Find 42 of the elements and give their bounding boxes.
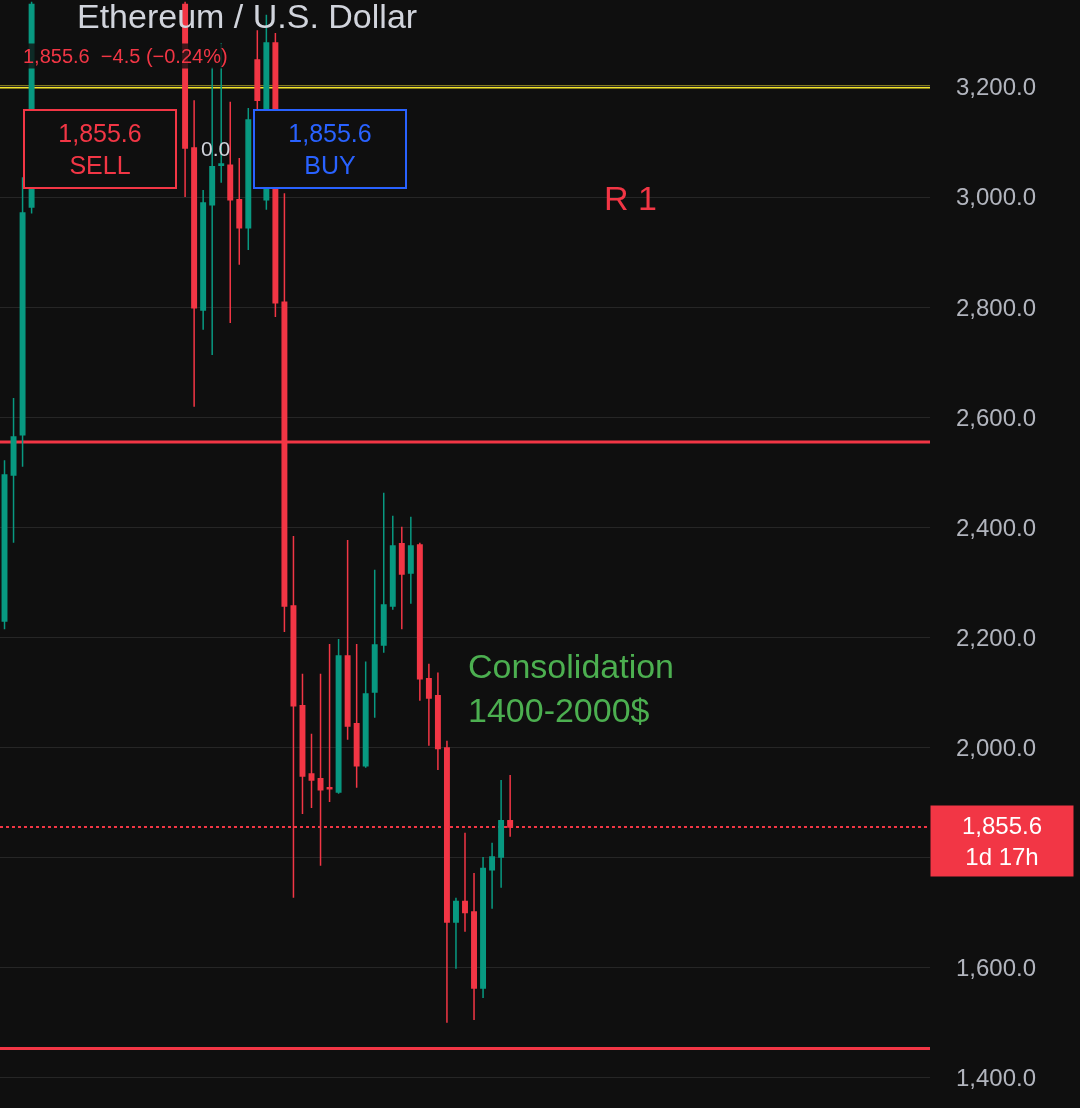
y-tick-label: 1,400.0 xyxy=(956,1064,1037,1092)
candlestick xyxy=(416,541,423,702)
y-tick-label: 3,000.0 xyxy=(956,183,1037,211)
candlestick xyxy=(10,397,17,544)
candlestick xyxy=(407,516,414,605)
candlestick xyxy=(425,663,432,747)
text: 1,855.6 −4.5 (−0.24%) xyxy=(23,45,228,67)
y-tick-label: 2,400.0 xyxy=(956,513,1037,541)
candlestick xyxy=(236,157,243,266)
y-tick-label: 3,200.0 xyxy=(956,73,1037,101)
ref-line-label: 1,855.6 1d 17h xyxy=(961,811,1043,871)
y-tick-label: 2,800.0 xyxy=(956,293,1037,321)
candlestick xyxy=(254,29,261,111)
candlestick xyxy=(200,189,207,331)
candlestick xyxy=(353,643,360,789)
candlestick xyxy=(191,99,198,408)
candlestick xyxy=(335,638,342,795)
candlestick xyxy=(434,671,441,771)
candlestick xyxy=(471,872,477,1021)
candlestick xyxy=(326,643,333,803)
candlestick xyxy=(344,539,351,741)
candlestick xyxy=(398,526,405,630)
y-tick-label: 2,200.0 xyxy=(956,623,1037,651)
annotation: 1,855.6 SELL xyxy=(58,118,142,180)
candlestick xyxy=(489,841,496,910)
candlestick xyxy=(380,491,387,654)
annotation: R 1 xyxy=(604,179,657,217)
candlestick xyxy=(462,832,468,933)
annotation: 1,855.6 BUY xyxy=(288,118,372,180)
y-tick-label: 2,600.0 xyxy=(956,403,1037,431)
y-tick-label: 1,600.0 xyxy=(956,954,1037,982)
candlestick xyxy=(19,176,26,468)
annotation: Consolidation 1400-2000$ xyxy=(468,647,675,730)
candlestick xyxy=(362,660,369,769)
y-tick-label: 2,000.0 xyxy=(956,733,1037,761)
candlestick xyxy=(371,568,378,719)
candlestick xyxy=(453,896,459,970)
candlestick xyxy=(245,107,252,251)
candlestick xyxy=(498,779,505,889)
candlestick xyxy=(308,732,315,809)
candlestick xyxy=(480,856,487,999)
candlestick xyxy=(389,515,396,611)
